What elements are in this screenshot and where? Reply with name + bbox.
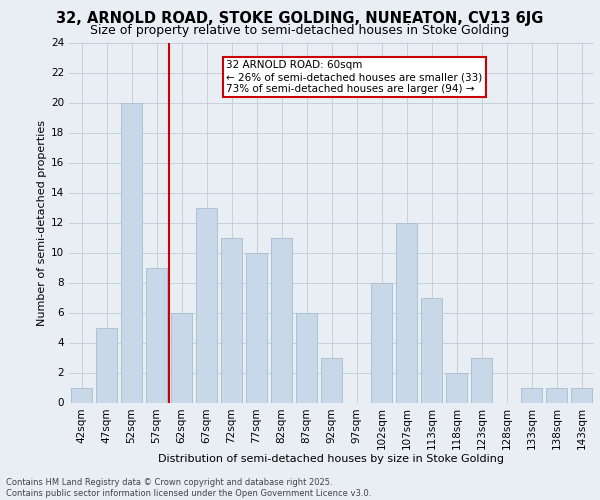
- Text: 32 ARNOLD ROAD: 60sqm
← 26% of semi-detached houses are smaller (33)
73% of semi: 32 ARNOLD ROAD: 60sqm ← 26% of semi-deta…: [227, 60, 483, 94]
- Bar: [121, 102, 142, 403]
- Text: 32, ARNOLD ROAD, STOKE GOLDING, NUNEATON, CV13 6JG: 32, ARNOLD ROAD, STOKE GOLDING, NUNEATON…: [56, 11, 544, 26]
- Y-axis label: Number of semi-detached properties: Number of semi-detached properties: [37, 120, 47, 326]
- Bar: [296, 312, 317, 402]
- Bar: [196, 208, 217, 402]
- Bar: [321, 358, 342, 403]
- Bar: [246, 252, 267, 402]
- Text: Size of property relative to semi-detached houses in Stoke Golding: Size of property relative to semi-detach…: [91, 24, 509, 37]
- Text: Contains HM Land Registry data © Crown copyright and database right 2025.
Contai: Contains HM Land Registry data © Crown c…: [6, 478, 371, 498]
- Bar: [471, 358, 492, 403]
- Bar: [571, 388, 592, 402]
- Bar: [271, 238, 292, 402]
- Bar: [521, 388, 542, 402]
- Bar: [546, 388, 567, 402]
- Bar: [146, 268, 167, 402]
- Bar: [221, 238, 242, 402]
- Bar: [421, 298, 442, 403]
- X-axis label: Distribution of semi-detached houses by size in Stoke Golding: Distribution of semi-detached houses by …: [158, 454, 505, 464]
- Bar: [71, 388, 92, 402]
- Bar: [446, 372, 467, 402]
- Bar: [171, 312, 192, 402]
- Bar: [371, 282, 392, 403]
- Bar: [396, 222, 417, 402]
- Bar: [96, 328, 117, 402]
